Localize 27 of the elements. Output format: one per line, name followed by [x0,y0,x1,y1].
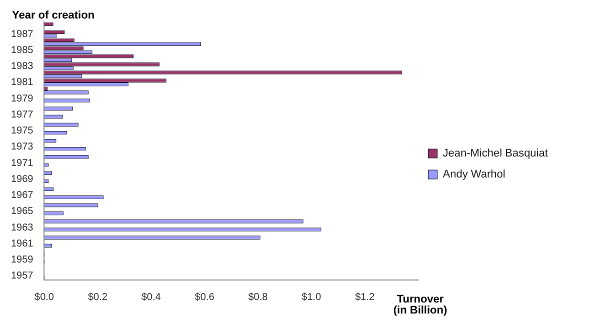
y-tick-label: 1973 [10,142,34,153]
y-tick-label: 1967 [10,190,34,202]
y-tick-label: 1963 [10,222,34,234]
x-tick-label: $0.6 [194,292,215,303]
y-tick-label: 1977 [10,109,34,120]
x-tick-label: $0.2 [88,292,108,303]
x-tick-label: $0.4 [141,292,162,303]
y-tick-label: 1965 [10,206,34,218]
y-axis-title: Year of creation [12,10,95,22]
y-tick-label: 1957 [10,270,34,282]
x-tick-label: $1.2 [355,292,375,303]
y-tick-label: 1987 [10,28,34,40]
y-tick-label: 1981 [10,77,34,88]
legend-label: Jean-Michel Basquiat [442,148,548,160]
y-tick-label: 1975 [10,126,34,137]
y-tick-label: 1969 [10,174,34,185]
y-tick-label: 1959 [10,254,34,266]
x-tick-label: $0.0 [34,292,54,303]
y-tick-label: 1983 [10,61,34,72]
x-axis-title: Turnover (in Billion) [393,294,448,317]
y-tick-label: 1979 [10,93,34,104]
y-tick-label: 1961 [10,238,34,250]
y-tick-label: 1971 [10,158,34,169]
legend-label: Andy Warhol [442,168,506,181]
y-tick-label: 1985 [10,44,34,56]
x-tick-label: $0.8 [248,292,268,303]
x-tick-label: $1.0 [302,292,322,303]
